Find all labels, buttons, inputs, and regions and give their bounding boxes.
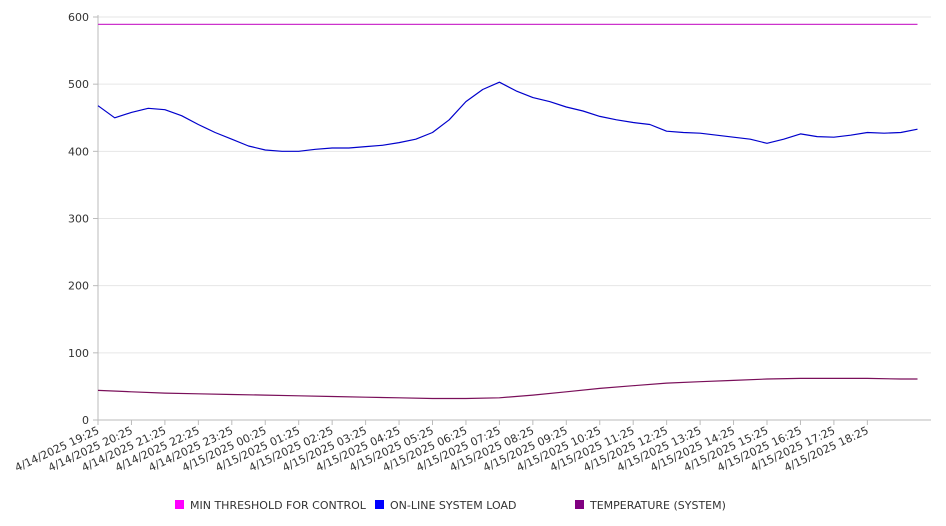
legend-label: TEMPERATURE (SYSTEM) [589,499,726,512]
series-line-temperature-system [97,377,918,400]
axes [93,15,931,425]
y-tick-label: 600 [68,11,89,24]
y-tick-label: 300 [68,213,89,226]
legend-item[interactable]: ON-LINE SYSTEM LOAD [375,499,516,512]
legend-swatch [575,500,584,509]
y-tick-label: 400 [68,145,89,158]
gridlines [98,16,931,354]
series-lines [97,23,918,400]
series-line-on-line-system-load [97,81,918,152]
legend: MIN THRESHOLD FOR CONTROL ON-LINE SYSTEM … [175,499,726,512]
legend-swatch [175,500,184,509]
legend-label: ON-LINE SYSTEM LOAD [390,499,516,512]
x-tick-labels: 4/14/2025 19:254/14/2025 20:254/14/2025 … [13,424,871,474]
legend-item[interactable]: TEMPERATURE (SYSTEM) [575,499,726,512]
legend-label: MIN THRESHOLD FOR CONTROL [190,499,367,512]
legend-item[interactable]: MIN THRESHOLD FOR CONTROL [175,499,367,512]
y-tick-label: 200 [68,280,89,293]
y-tick-label: 0 [82,414,89,427]
y-tick-label: 100 [68,347,89,360]
y-tick-labels: 0 100 200 300 400 500 600 [68,11,89,427]
y-tick-label: 500 [68,78,89,91]
legend-swatch [375,500,384,509]
